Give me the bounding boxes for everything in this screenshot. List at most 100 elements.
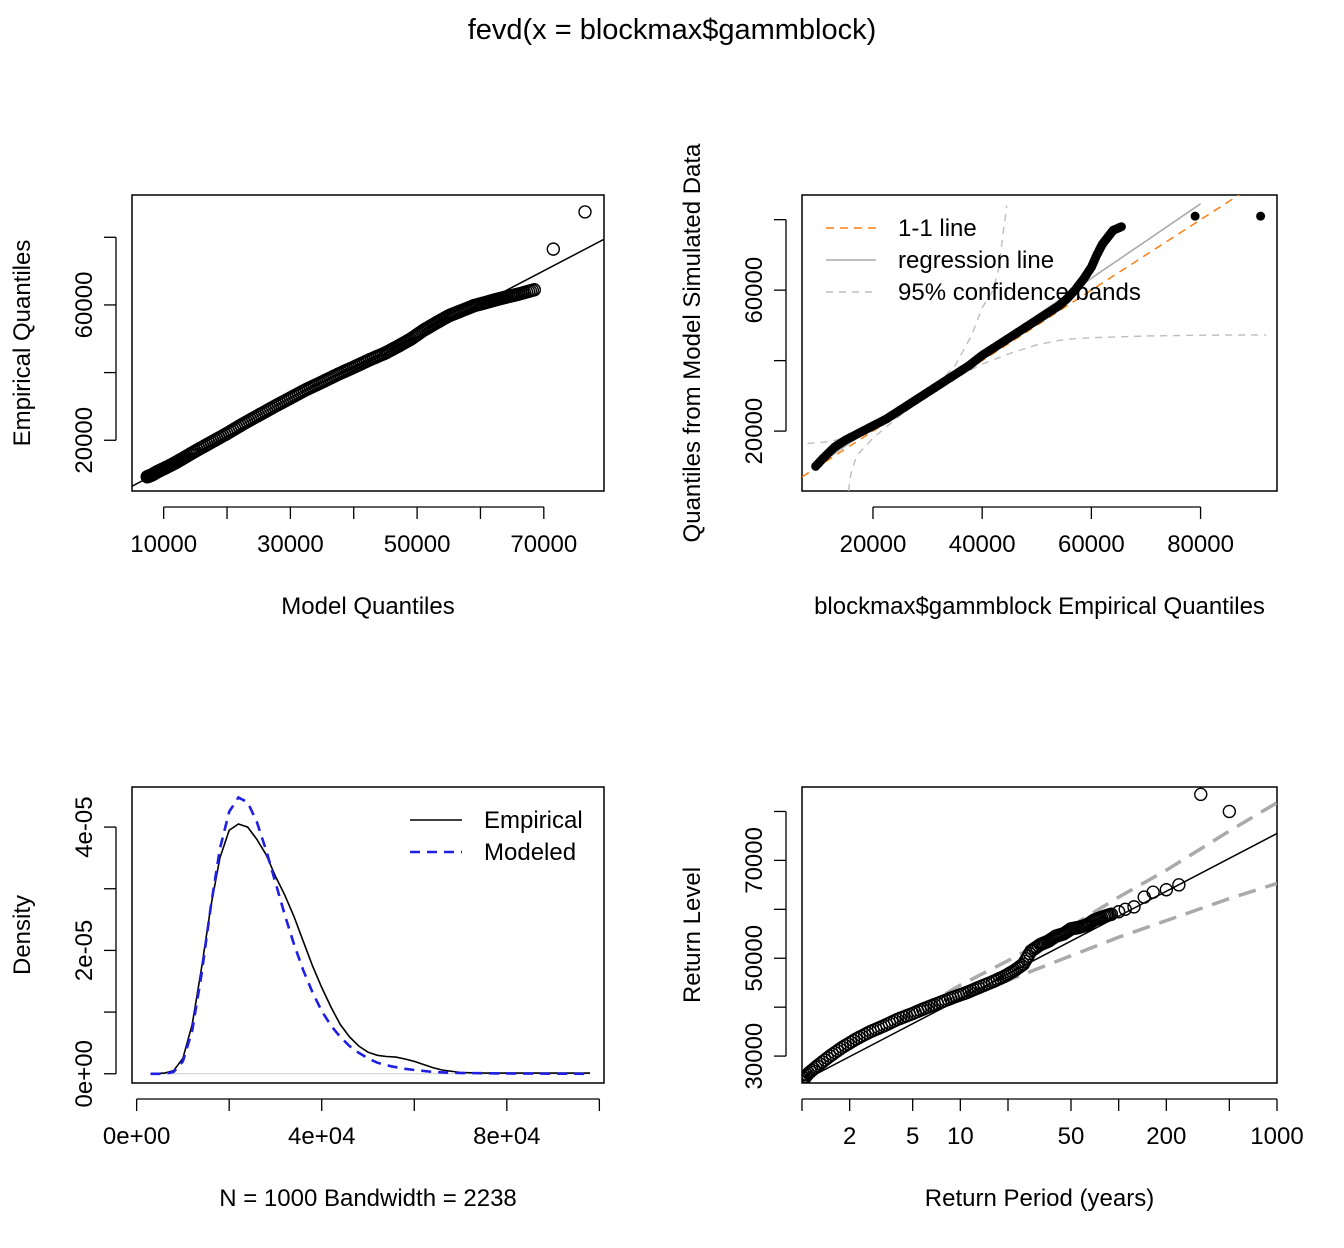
data-point [1054,301,1064,311]
density-plot-panel: 0e+00 4e+04 8e+04 0e+00 2e-05 4e-05 N = 1000 B… [9,786,605,1212]
plot-frame [131,194,605,492]
y-tick-label: 20000 [741,398,768,465]
data-point [236,417,250,431]
plot-area [802,787,1277,1083]
data-point [905,1006,920,1021]
data-point [1172,878,1186,892]
legend-label: Empirical [484,807,583,834]
data-point [1190,211,1200,221]
data-point [882,414,892,424]
data-point [1086,262,1096,272]
x-tick-label: 8e+04 [473,1123,540,1150]
legend-label: regression line [898,247,1054,274]
data-point [923,387,933,397]
return-level-fit-line [802,832,1277,1083]
data-point [220,426,234,441]
plot-area [132,205,604,487]
data-point [1016,957,1031,971]
data-point [204,435,218,449]
data-point [175,451,190,466]
data-point [416,323,431,338]
x-tick-label: 0e+00 [103,1123,170,1150]
data-point [835,1040,850,1054]
data-point [391,339,405,353]
data-point [1097,239,1107,249]
data-point [991,342,1001,352]
data-point [1070,285,1080,295]
data-point [830,442,840,452]
data-point [467,298,481,313]
data-point [527,283,542,297]
data-point [890,1012,905,1027]
data-point [1096,909,1111,924]
data-point [1032,315,1042,325]
data-point [946,990,960,1005]
plot-frame [801,786,1278,1084]
data-point [1087,913,1101,927]
data-point [1104,907,1119,921]
data-point [1064,922,1078,936]
data-point [1256,211,1266,221]
x-tick-label: 10000 [130,531,197,558]
data-point [1041,934,1056,948]
page-title: fevd(x = blockmax$gammblock) [467,14,877,46]
y-tick-label: 70000 [741,827,768,894]
data-point [909,396,919,406]
x-axis-title: N = 1000 Bandwidth = 2238 [219,1185,517,1212]
data-point [1103,232,1113,242]
empirical-density-line [150,823,591,1075]
data-point [331,367,345,381]
plot-frame [131,786,605,1084]
data-point [823,1049,837,1063]
data-point [1222,804,1237,819]
x-tick-label: 60000 [1058,531,1125,558]
x-tick-label: 4e+04 [288,1123,355,1150]
data-point [489,292,503,307]
y-tick-label: 50000 [741,925,768,992]
data-point [918,1001,932,1015]
legend-label: Modeled [484,839,576,866]
data-point [404,332,418,346]
data-point [499,290,513,304]
data-point [1127,900,1141,914]
data-point [841,435,851,445]
x-tick-label: 20000 [840,531,907,558]
data-point [362,353,377,367]
x-axis-title: blockmax$gammblock Empirical Quantiles [814,593,1265,620]
simulated-qq-plot-panel: 20000 40000 60000 80000 20000 60000 blockmax$g… [679,143,1278,620]
y-tick-label: 30000 [741,1023,768,1090]
data-point [977,350,987,360]
y-axis-title: Empirical Quantiles [9,240,36,447]
data-point [252,408,266,422]
x-tick-label: 40000 [949,531,1016,558]
legend-label: 95% confidence bands [898,279,1141,306]
x-axis-title: Model Quantiles [281,593,454,620]
data-point [811,461,821,471]
confidence-band-upper [896,801,1277,1024]
confidence-band-lower [807,334,1267,445]
data-point [877,1019,891,1033]
data-point [971,980,986,995]
data-point [964,361,974,371]
data-point [997,969,1012,984]
data-point [1108,225,1118,235]
data-point [933,995,948,1009]
x-tick-label: 50000 [384,531,451,558]
data-point [480,295,494,309]
data-point [1004,333,1014,343]
modeled-density-line [150,795,591,1076]
data-point [429,316,443,330]
x-tick-label: 200 [1146,1123,1186,1150]
data-point [863,1024,877,1039]
data-point [1111,905,1126,919]
data-point [378,346,393,360]
x-tick-label: 1000 [1250,1123,1303,1150]
data-point [810,1059,825,1073]
data-point [1116,222,1126,232]
legend-label: 1-1 line [898,215,977,242]
data-point [895,405,905,415]
x-tick-label: 5 [906,1123,919,1150]
qq-plot-panel: 10000 30000 50000 70000 20000 60000 Model Quan… [9,194,605,620]
data-point [868,421,878,431]
x-tick-label: 50 [1058,1123,1085,1150]
